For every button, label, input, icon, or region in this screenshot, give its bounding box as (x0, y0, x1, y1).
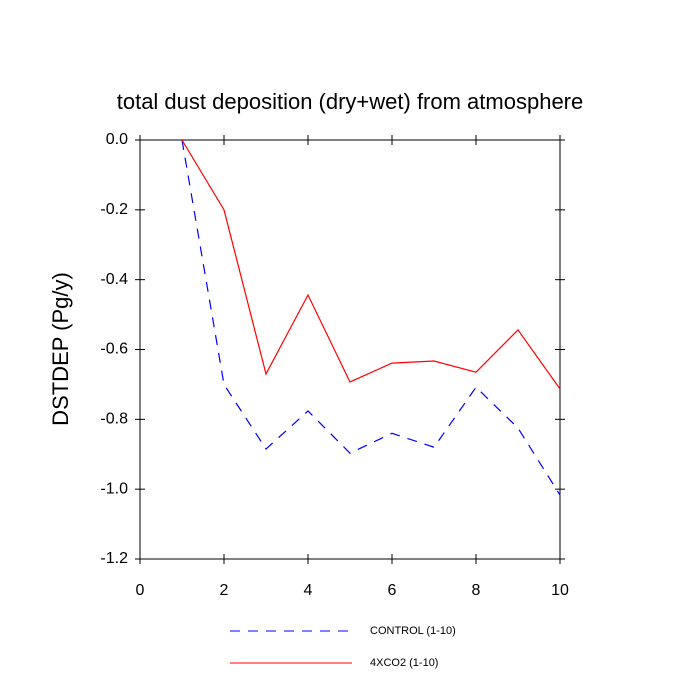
x-tick-label: 2 (220, 582, 229, 599)
series-line (181, 139, 561, 496)
y-tick-label: -0.2 (100, 201, 128, 218)
x-tick-label: 6 (388, 582, 397, 599)
y-tick-label: -0.8 (100, 411, 128, 428)
chart-title: total dust deposition (dry+wet) from atm… (117, 89, 584, 114)
x-tick-label: 8 (472, 582, 481, 599)
y-tick-label: -1.2 (100, 550, 128, 567)
y-tick-label: -1.0 (100, 480, 128, 497)
plot-frame (139, 139, 561, 560)
y-tick-label: -0.6 (100, 341, 128, 358)
y-tick-label: 0.0 (106, 131, 128, 148)
x-tick-label: 0 (136, 582, 145, 599)
legend-label: CONTROL (1-10) (370, 625, 456, 637)
series-line (181, 139, 561, 390)
x-tick-label: 4 (304, 582, 313, 599)
legend-label: 4XCO2 (1-10) (370, 657, 438, 669)
y-axis-label: DSTDEP (Pg/y) (48, 272, 73, 426)
y-tick-label: -0.4 (100, 271, 128, 288)
x-tick-label: 10 (551, 582, 569, 599)
